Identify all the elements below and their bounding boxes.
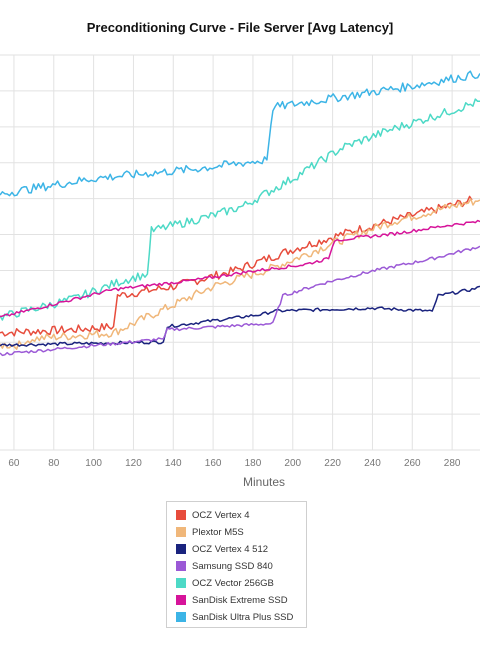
legend-label: OCZ Vector 256GB [192, 577, 274, 589]
legend-item: OCZ Vertex 4 [176, 508, 250, 522]
x-tick-label: 260 [404, 458, 421, 469]
series-lines [0, 70, 480, 357]
series-line-samsung-ssd-840 [0, 245, 480, 357]
x-tick-label: 240 [364, 458, 381, 469]
legend-label: Plextor M5S [192, 526, 244, 538]
legend-swatch [176, 561, 186, 571]
series-line-plextor-m5s [0, 198, 480, 350]
legend-label: OCZ Vertex 4 512 [192, 543, 269, 555]
x-tick-label: 60 [8, 458, 20, 469]
legend: OCZ Vertex 4 Plextor M5S OCZ Vertex 4 512 S… [166, 501, 307, 628]
x-tick-label: 280 [444, 458, 461, 469]
x-tick-label: 160 [205, 458, 222, 469]
series-line-sandisk-extreme-ssd [0, 219, 480, 318]
legend-item: SanDisk Ultra Plus SSD [176, 610, 293, 624]
legend-item: Plextor M5S [176, 525, 244, 539]
chart-title: Preconditioning Curve - File Server [Avg… [86, 20, 394, 35]
series-line-ocz-vertex-4 [0, 195, 473, 337]
legend-swatch [176, 612, 186, 622]
series-line-ocz-vector-256gb [0, 98, 480, 321]
legend-label: SanDisk Ultra Plus SSD [192, 611, 294, 623]
legend-label: Samsung SSD 840 [192, 560, 273, 572]
legend-label: OCZ Vertex 4 [192, 509, 250, 521]
x-tick-label: 100 [85, 458, 102, 469]
legend-swatch [176, 578, 186, 588]
x-tick-labels: 60 80 100 120 140 160 180 200 220 240 260 280 [8, 458, 461, 469]
legend-item: SanDisk Extreme SSD [176, 593, 288, 607]
legend-swatch [176, 527, 186, 537]
legend-label: SanDisk Extreme SSD [192, 594, 288, 606]
x-tick-label: 140 [165, 458, 182, 469]
legend-item: Samsung SSD 840 [176, 559, 273, 573]
chart-plot: 60 80 100 120 140 160 180 200 220 240 260 280 Minut… [0, 54, 480, 489]
x-tick-label: 80 [48, 458, 60, 469]
x-tick-label: 120 [125, 458, 142, 469]
legend-swatch [176, 544, 186, 554]
series-line-sandisk-ultra-plus-ssd [0, 70, 480, 197]
legend-swatch [176, 510, 186, 520]
x-tick-label: 220 [324, 458, 341, 469]
x-tick-label: 200 [284, 458, 301, 469]
series-line-ocz-vertex-4-512 [0, 285, 480, 347]
legend-item: OCZ Vector 256GB [176, 576, 274, 590]
x-tick-label: 180 [245, 458, 262, 469]
grid [0, 54, 480, 451]
x-axis-title: Minutes [243, 475, 285, 489]
legend-swatch [176, 595, 186, 605]
legend-item: OCZ Vertex 4 512 [176, 542, 268, 556]
